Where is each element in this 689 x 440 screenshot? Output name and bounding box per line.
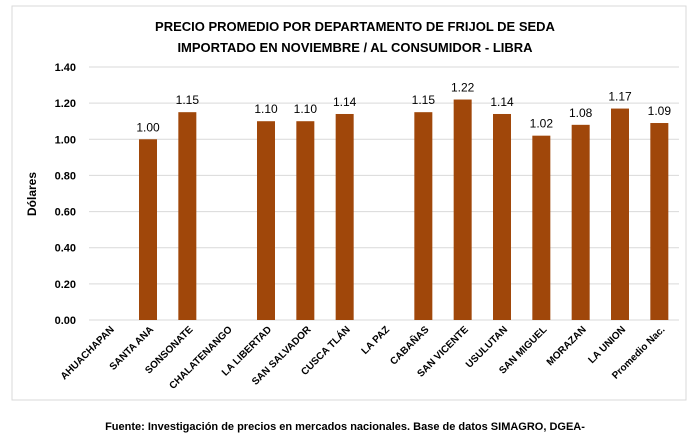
y-tick-label: 1.40 xyxy=(55,62,76,74)
bar xyxy=(257,121,275,320)
bar xyxy=(296,121,315,320)
data-label: 1.22 xyxy=(451,81,475,95)
y-tick-label: 0.00 xyxy=(55,315,76,327)
data-label: 1.09 xyxy=(648,104,672,118)
source-note: Fuente: Investigación de precios en merc… xyxy=(105,421,585,433)
chart-title: IMPORTADO EN NOVIEMBRE / AL CONSUMIDOR -… xyxy=(177,40,533,55)
data-label: 1.08 xyxy=(569,106,593,120)
data-label: 1.10 xyxy=(294,102,318,116)
data-label: 1.10 xyxy=(254,102,278,116)
y-tick-label: 0.20 xyxy=(55,279,76,291)
bar xyxy=(414,112,433,320)
bar xyxy=(139,139,157,320)
bar xyxy=(335,113,354,320)
bar xyxy=(532,135,551,320)
bar xyxy=(178,112,197,320)
bar xyxy=(611,108,629,320)
data-label: 1.17 xyxy=(608,90,632,104)
data-label: 1.02 xyxy=(530,117,554,131)
data-label: 1.14 xyxy=(490,95,514,109)
data-label: 1.14 xyxy=(333,95,357,109)
bar xyxy=(571,124,590,320)
y-tick-label: 0.60 xyxy=(55,207,76,219)
y-tick-label: 0.80 xyxy=(55,170,76,182)
bar xyxy=(453,99,472,321)
y-tick-label: 1.00 xyxy=(55,134,76,146)
data-label: 1.00 xyxy=(136,120,160,134)
y-tick-label: 1.20 xyxy=(55,98,76,110)
bar xyxy=(650,123,669,321)
data-label: 1.15 xyxy=(412,93,436,107)
chart-title: PRECIO PROMEDIO POR DEPARTAMENTO DE FRIJ… xyxy=(155,19,556,34)
y-axis-label: Dólares xyxy=(25,172,39,216)
y-tick-label: 0.40 xyxy=(55,243,76,255)
bar xyxy=(493,113,511,320)
data-label: 1.15 xyxy=(176,93,200,107)
